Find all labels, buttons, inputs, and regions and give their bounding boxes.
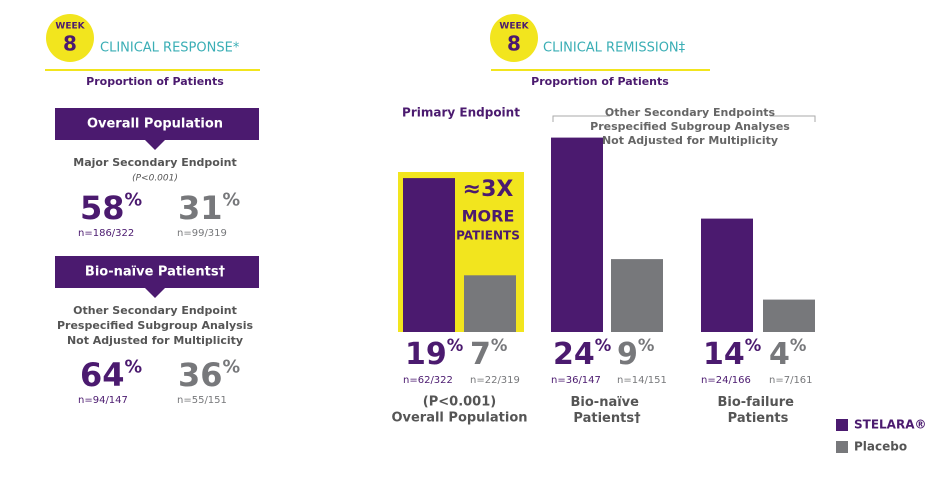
callout: PATIENTS [456,229,520,243]
legend-label: STELARA® [854,418,927,432]
callout: ≈3X [463,177,514,202]
legend-swatch [836,419,848,431]
banner-label: Overall Population [87,117,223,132]
p-value: (P<0.001) [423,395,496,410]
badge-number: 8 [507,32,521,56]
banner [55,108,259,150]
value-label: 7% [470,336,508,372]
n-label: n=94/147 [78,395,128,406]
value-label: 19% [405,336,464,372]
n-label: n=186/322 [78,228,134,239]
badge-label: WEEK [499,22,529,32]
endpoint-label: Not Adjusted for Multiplicity [67,334,243,347]
banner [55,256,259,298]
week-badge [490,14,538,62]
bar [464,275,516,332]
category-label: Bio-naïve Patients† [571,395,644,426]
chart-subtitle: Proportion of Patients [531,75,669,88]
value-label: 36% [178,356,241,394]
n-label: n=24/166 [701,375,751,386]
primary-endpoint-label: Primary Endpoint [402,106,520,120]
callout: MORE [462,207,515,226]
bracket-label: Other Secondary Endpoints [605,106,776,119]
panel-subtitle: Proportion of Patients [86,75,224,88]
bar [701,218,753,332]
value-label: 4% [769,336,807,372]
endpoint-label: Major Secondary Endpoint [73,156,236,169]
panel-title: CLINICAL RESPONSE* [100,41,240,56]
n-label: n=55/151 [177,395,227,406]
badge-label: WEEK [55,22,85,32]
n-label: n=99/319 [177,228,227,239]
value-label: 58% [80,189,143,227]
n-label: n=7/161 [769,375,813,386]
endpoint-label: Prespecified Subgroup Analysis [57,319,253,332]
week-badge [46,14,94,62]
value-label: 31% [178,189,241,227]
n-label: n=14/151 [617,375,667,386]
endpoint-label: Other Secondary Endpoint [73,304,237,317]
value-label: 24% [553,336,612,372]
n-label: n=36/147 [551,375,601,386]
value-label: 14% [703,336,762,372]
p-value: (P<0.001) [132,174,178,184]
badge-number: 8 [63,32,77,56]
bar [403,178,455,332]
value-label: 64% [80,356,143,394]
n-label: n=62/322 [403,375,453,386]
category-label: Overall Population [391,411,527,426]
value-label: 9% [617,336,655,372]
category-label: Bio-failure Patients [717,395,798,426]
bar [763,299,815,332]
legend-label: Placebo [854,440,907,454]
bar [611,259,663,332]
bracket-label: Not Adjusted for Multiplicity [602,134,778,147]
chart-title: CLINICAL REMISSION‡ [543,41,686,56]
bracket-label: Prespecified Subgroup Analyses [590,120,790,133]
n-label: n=22/319 [470,375,520,386]
banner-label: Bio-naïve Patients† [85,265,226,280]
bracket [552,115,816,122]
legend-swatch [836,441,848,453]
bar [551,137,603,332]
